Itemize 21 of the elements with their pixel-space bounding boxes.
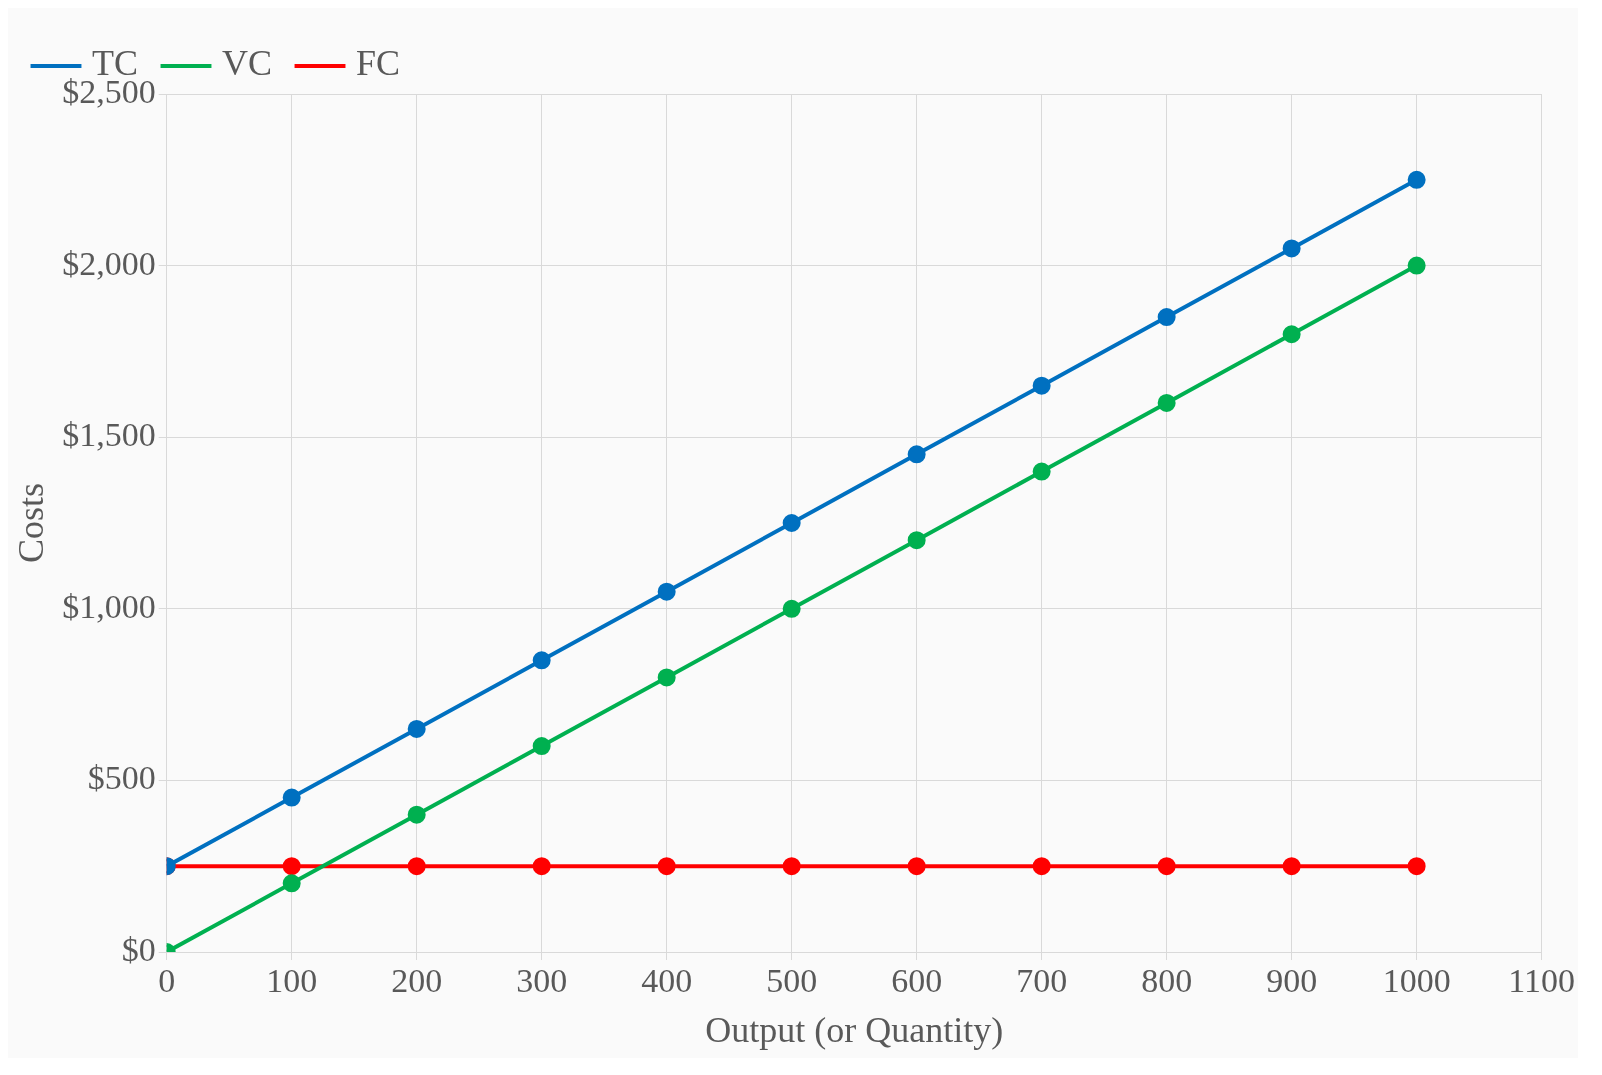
x-tick-label: 0 xyxy=(158,962,176,1000)
x-tick-label: 800 xyxy=(1141,962,1193,1000)
legend-label: VC xyxy=(222,43,273,84)
legend-label: FC xyxy=(356,43,401,84)
y-axis-title: Costs xyxy=(11,482,52,564)
y-tick-label: $1,000 xyxy=(62,587,156,625)
x-tick-label: 1000 xyxy=(1382,962,1451,1000)
y-tick-label: $2,000 xyxy=(62,244,156,282)
x-tick-label: 200 xyxy=(391,962,443,1000)
x-tick-label: 1100 xyxy=(1508,962,1576,1000)
x-tick-label: 600 xyxy=(891,962,943,1000)
x-tick-label: 700 xyxy=(1016,962,1068,1000)
x-axis-title: Output (or Quantity) xyxy=(705,1009,1004,1050)
y-tick-label: $1,500 xyxy=(62,416,156,454)
y-tick-label: $0 xyxy=(121,930,156,968)
x-tick-label: 100 xyxy=(266,962,318,1000)
x-tick-label: 900 xyxy=(1266,962,1318,1000)
x-tick-label: 300 xyxy=(516,962,568,1000)
x-tick-label: 500 xyxy=(766,962,818,1000)
y-tick-label: $500 xyxy=(87,759,156,797)
x-tick-label: 400 xyxy=(641,962,693,1000)
